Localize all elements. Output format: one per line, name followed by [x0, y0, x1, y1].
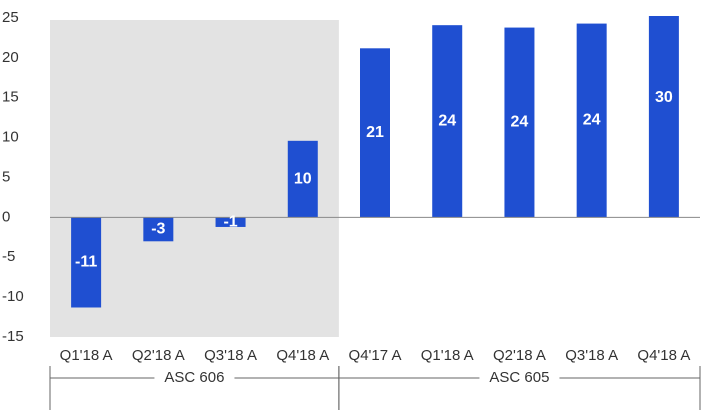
value-label: -11	[75, 254, 97, 271]
bar	[71, 217, 102, 308]
bar	[648, 16, 679, 218]
bar	[504, 27, 535, 218]
group-label: ASC 606	[164, 369, 224, 386]
x-tick-label: Q3'18 A	[204, 347, 257, 364]
value-label: -1	[223, 213, 237, 230]
x-tick-label: Q4'18 A	[276, 347, 329, 364]
value-label: 24	[438, 112, 456, 129]
bar	[576, 23, 607, 218]
bar	[143, 217, 174, 242]
y-tick-label: 20	[2, 49, 19, 66]
bar	[215, 217, 246, 227]
value-label: 21	[366, 124, 384, 141]
x-tick-label: Q1'18 A	[421, 347, 474, 364]
plot-area	[71, 16, 679, 308]
value-label: -3	[151, 221, 165, 238]
x-tick-label: Q1'18 A	[60, 347, 113, 364]
x-tick-label: Q4'17 A	[349, 347, 402, 364]
y-tick-label: 25	[2, 9, 19, 26]
x-tick-label: Q2'18 A	[493, 347, 546, 364]
value-label: 30	[655, 89, 673, 106]
bracket-gap	[479, 370, 560, 386]
bar	[432, 25, 463, 218]
y-tick-label: -5	[2, 248, 15, 265]
y-tick-label: -10	[2, 288, 24, 305]
x-tick-label: Q3'18 A	[565, 347, 618, 364]
bar	[287, 140, 318, 218]
bracket-gap	[154, 370, 235, 386]
y-tick-label: 5	[2, 168, 10, 185]
y-tick-label: 15	[2, 89, 19, 106]
y-tick-label: -15	[2, 328, 24, 345]
value-label: 24	[511, 114, 529, 131]
value-label: 24	[583, 112, 601, 129]
group-label: ASC 605	[489, 369, 549, 386]
value-label: 10	[294, 170, 312, 187]
y-tick-label: 0	[2, 208, 10, 225]
x-tick-label: Q2'18 A	[132, 347, 185, 364]
x-tick-label: Q4'18 A	[637, 347, 690, 364]
y-tick-label: 10	[2, 129, 19, 146]
bar	[360, 48, 390, 218]
